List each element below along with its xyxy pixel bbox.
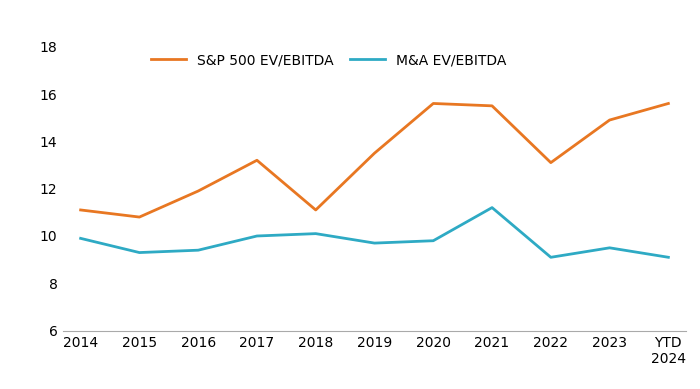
- S&P 500 EV/EBITDA: [76, 208, 85, 212]
- M&A EV/EBITDA: [194, 248, 202, 252]
- S&P 500 EV/EBITDA: [194, 189, 202, 193]
- S&P 500 EV/EBITDA: [312, 208, 320, 212]
- M&A EV/EBITDA: [312, 231, 320, 236]
- S&P 500 EV/EBITDA: [429, 101, 438, 106]
- S&P 500 EV/EBITDA: [135, 215, 143, 219]
- S&P 500 EV/EBITDA: [664, 101, 673, 106]
- M&A EV/EBITDA: [664, 255, 673, 259]
- M&A EV/EBITDA: [488, 205, 496, 210]
- M&A EV/EBITDA: [135, 250, 143, 255]
- S&P 500 EV/EBITDA: [488, 103, 496, 108]
- S&P 500 EV/EBITDA: [253, 158, 261, 163]
- M&A EV/EBITDA: [429, 238, 438, 243]
- Line: M&A EV/EBITDA: M&A EV/EBITDA: [80, 208, 668, 257]
- M&A EV/EBITDA: [547, 255, 555, 259]
- M&A EV/EBITDA: [370, 241, 379, 245]
- S&P 500 EV/EBITDA: [606, 118, 614, 123]
- S&P 500 EV/EBITDA: [547, 160, 555, 165]
- S&P 500 EV/EBITDA: [370, 151, 379, 156]
- Legend: S&P 500 EV/EBITDA, M&A EV/EBITDA: S&P 500 EV/EBITDA, M&A EV/EBITDA: [151, 54, 506, 68]
- M&A EV/EBITDA: [76, 236, 85, 241]
- M&A EV/EBITDA: [253, 234, 261, 238]
- M&A EV/EBITDA: [606, 245, 614, 250]
- Line: S&P 500 EV/EBITDA: S&P 500 EV/EBITDA: [80, 103, 668, 217]
